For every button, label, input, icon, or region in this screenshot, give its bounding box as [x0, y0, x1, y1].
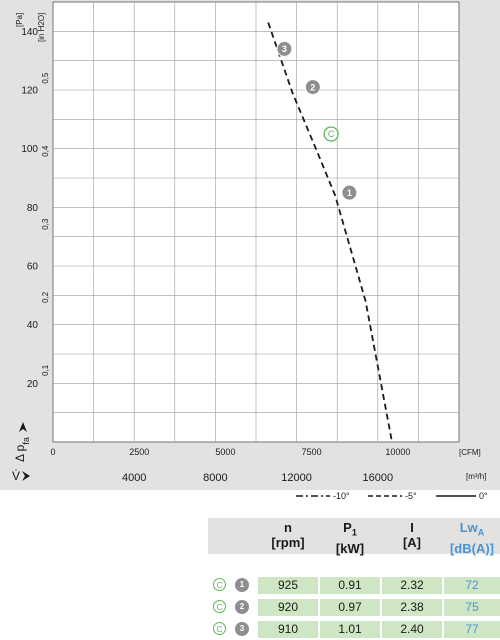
c-marker-icon: C [213, 578, 226, 591]
y-right-tick-label: 0,4 [41, 145, 50, 157]
y-axis-arrow-icon [19, 422, 27, 432]
cell-n: 910 [258, 621, 318, 638]
cell-lwa: 77 [444, 621, 500, 638]
x-bottom-unit: [m³/h] [466, 472, 486, 481]
cell-lwa: 75 [444, 599, 500, 616]
y-right-tick-label: 0,2 [41, 291, 50, 303]
curve-layer [267, 22, 393, 443]
legend-item-dashed: -5° [368, 490, 417, 502]
y-right-tick-label: 0,3 [41, 218, 50, 230]
dash-dot-line-icon [296, 495, 330, 497]
cell-n: 920 [258, 599, 318, 616]
y-left-tick-label: 40 [27, 320, 39, 331]
header-sound-power: LwA [dB(A)] [444, 520, 500, 556]
cell-n: 925 [258, 577, 318, 594]
x-bottom-tick-label: 12000 [281, 472, 312, 484]
legend-label: 0° [479, 491, 488, 501]
marker-layer: 3 2 C 1 [276, 40, 358, 201]
cell-p1: 0.91 [320, 577, 380, 594]
operating-point-marker [304, 79, 321, 96]
y-left-tick-label: 80 [27, 203, 39, 214]
x-bottom-tick-label: 8000 [203, 472, 227, 484]
header-current: I [A] [382, 520, 442, 554]
x-bottom-tick-label: 16000 [363, 472, 394, 484]
table-header: n [rpm] P1 [kW] I [A] LwA [dB(A)] [208, 518, 500, 556]
grid [53, 2, 459, 442]
operating-point-marker [276, 40, 293, 57]
header-power: P1 [kW] [320, 520, 380, 556]
table-row: C 2 920 0.97 2.38 75 [208, 599, 500, 616]
header-unit: [A] [402, 535, 422, 550]
y-left-tick-label: 140 [21, 27, 38, 38]
c-marker-icon: C [213, 600, 226, 613]
x-axis-arrow-icon [22, 471, 30, 481]
point-number-badge: 2 [235, 600, 249, 614]
cell-i: 2.32 [382, 577, 442, 594]
table-row: C 3 910 1.01 2.40 77 [208, 621, 500, 638]
y-left-tick-label: 20 [27, 379, 39, 390]
solid-line-icon [436, 495, 476, 497]
y-right-unit: [in H2O] [37, 13, 46, 42]
legend-label: -5° [405, 491, 417, 501]
c-marker-circle [323, 126, 339, 142]
header-unit: [dB(A)] [449, 540, 495, 556]
x-axis-label: V̇ [12, 469, 20, 483]
c-marker-label: C [328, 129, 335, 139]
header-unit: [kW] [335, 540, 365, 556]
operating-point-marker [341, 184, 358, 201]
header-speed: n [rpm] [258, 520, 318, 554]
point-number-badge: 1 [235, 578, 249, 592]
x-top-unit: [CFM] [459, 448, 481, 457]
operating-point-label: 2 [310, 82, 315, 92]
table-row: C 1 925 0.91 2.32 72 [208, 577, 500, 594]
x-top-tick-label: 5000 [215, 447, 235, 457]
x-top-tick-label: 7500 [302, 447, 322, 457]
dashed-line-icon [368, 495, 402, 497]
y-right-tick-label: 0,5 [41, 72, 50, 84]
fan-curve-chart: 20 40 60 80 100 120 140 0,1 0,2 0,3 0,4 0,5 0 2500 500… [0, 0, 500, 490]
curve-series [267, 22, 393, 443]
y-left-tick-label: 120 [21, 86, 38, 97]
header-main: I [410, 520, 414, 535]
row-index: C 2 [208, 599, 252, 616]
y-left-tick-label: 60 [27, 262, 39, 273]
legend-label: -10° [333, 491, 350, 501]
header-main: P [343, 520, 352, 535]
axis-ticks: 20 40 60 80 100 120 140 0,1 0,2 0,3 0,4 0,5 0 2500 500… [21, 27, 410, 484]
header-main: n [284, 520, 292, 535]
point-number-badge: 3 [235, 622, 249, 636]
x-top-tick-label: 2500 [129, 447, 149, 457]
y-left-unit: [Pa] [15, 13, 24, 27]
cell-p1: 0.97 [320, 599, 380, 616]
operating-point-label: 3 [282, 44, 287, 54]
cell-i: 2.38 [382, 599, 442, 616]
cell-lwa: 72 [444, 577, 500, 594]
cell-i: 2.40 [382, 621, 442, 638]
legend-item-solid: 0° [436, 490, 488, 502]
x-top-tick-label: 0 [50, 447, 55, 457]
header-main: Lw [459, 520, 478, 535]
header-unit: [rpm] [271, 535, 305, 550]
row-index: C 1 [208, 577, 252, 594]
y-left-tick-label: 100 [21, 144, 38, 155]
row-index: C 3 [208, 621, 252, 638]
x-top-tick-label: 10000 [385, 447, 410, 457]
operating-points-table: n [rpm] P1 [kW] I [A] LwA [dB(A)] C 1 92… [208, 518, 500, 640]
header-sub: A [477, 527, 485, 538]
legend: -10° -5° 0° [290, 490, 500, 502]
header-sub: 1 [351, 527, 357, 538]
cell-p1: 1.01 [320, 621, 380, 638]
c-marker-icon: C [213, 622, 226, 635]
y-right-tick-label: 0,1 [41, 364, 50, 376]
legend-item-dash-dot: -10° [296, 490, 350, 502]
x-bottom-tick-label: 4000 [122, 472, 146, 484]
operating-point-label: 1 [347, 188, 352, 198]
